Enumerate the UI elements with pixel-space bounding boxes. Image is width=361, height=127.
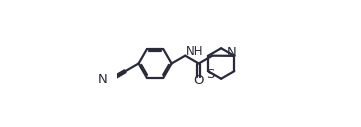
Text: S: S bbox=[206, 68, 215, 81]
Text: N: N bbox=[98, 73, 108, 86]
Text: N: N bbox=[227, 46, 236, 59]
Text: O: O bbox=[193, 74, 204, 86]
Text: NH: NH bbox=[186, 45, 203, 58]
